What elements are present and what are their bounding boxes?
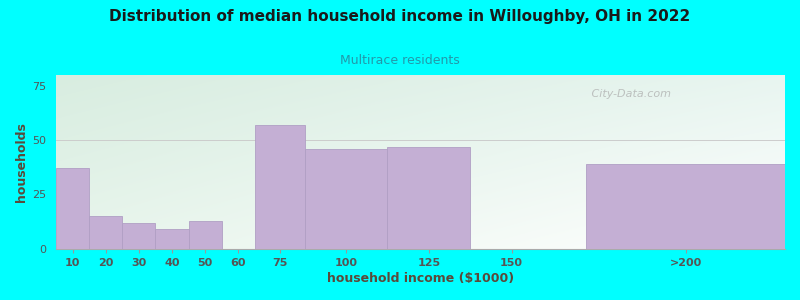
Bar <box>586 164 785 249</box>
Bar <box>305 149 387 249</box>
Bar <box>255 125 305 249</box>
Bar <box>122 223 155 249</box>
Bar <box>189 220 222 249</box>
Bar <box>89 216 122 249</box>
Text: Multirace residents: Multirace residents <box>340 54 460 67</box>
Bar <box>56 168 89 249</box>
Y-axis label: households: households <box>15 122 28 202</box>
X-axis label: household income ($1000): household income ($1000) <box>327 272 514 285</box>
Text: Distribution of median household income in Willoughby, OH in 2022: Distribution of median household income … <box>110 9 690 24</box>
Text: City-Data.com: City-Data.com <box>588 89 671 99</box>
Bar <box>387 147 470 249</box>
Bar <box>155 229 189 249</box>
